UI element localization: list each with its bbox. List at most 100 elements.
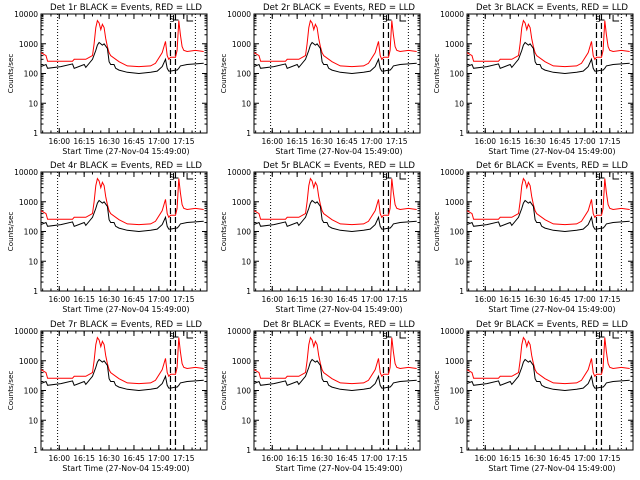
y-tick-label: 10	[454, 99, 464, 108]
x-tick-label: 16:15	[499, 137, 521, 146]
marker-label-s: S	[169, 173, 174, 182]
y-tick-label: 100	[24, 70, 39, 79]
y-tick-label: 1	[246, 129, 251, 138]
y-tick-label: 1000	[19, 198, 38, 207]
x-tick-label: 16:00	[48, 295, 70, 304]
lld-series-line	[40, 177, 204, 226]
detector-panel: Det 2r BLACK = Events, RED = LLD 1 10 100 10…	[219, 3, 421, 156]
x-tick-label: 17:15	[173, 295, 195, 304]
x-axis-label: Start Time (27-Nov-04 15:49:00)	[275, 464, 402, 473]
marker-label-s: S	[595, 173, 600, 182]
y-tick-label: 10	[28, 416, 38, 425]
panel-title: Det 7r BLACK = Events, RED = LLD	[50, 320, 202, 330]
bracket-marker	[598, 15, 605, 21]
lld-series-line	[40, 336, 204, 385]
y-axis-label: Counts/sec	[6, 212, 15, 252]
y-tick-label: 100	[237, 228, 252, 237]
x-axis-label: Start Time (27-Nov-04 15:49:00)	[275, 147, 402, 156]
y-tick-label: 10	[241, 99, 251, 108]
bracket-marker	[598, 332, 605, 338]
detector-panel: Det 4r BLACK = Events, RED = LLD 1 10 100 10…	[6, 161, 208, 314]
x-tick-label: 16:00	[261, 295, 283, 304]
panel-title: Det 3r BLACK = Events, RED = LLD	[476, 3, 628, 13]
bracket-marker	[385, 173, 392, 179]
x-axis-label: Start Time (27-Nov-04 15:49:00)	[62, 305, 189, 314]
x-tick-label: 17:15	[599, 295, 621, 304]
y-tick-label: 1000	[445, 198, 464, 207]
panel-title: Det 2r BLACK = Events, RED = LLD	[263, 3, 415, 13]
events-series-line	[466, 358, 630, 392]
panel-title: Det 8r BLACK = Events, RED = LLD	[263, 320, 415, 330]
x-tick-label: 17:00	[574, 454, 596, 463]
bracket-marker	[385, 332, 392, 338]
x-tick-label: 17:00	[574, 295, 596, 304]
detector-panel: Det 9r BLACK = Events, RED = LLD 1 10 100 10…	[432, 320, 634, 473]
x-tick-label: 16:30	[524, 454, 546, 463]
y-axis-label: Counts/sec	[432, 371, 441, 411]
x-tick-label: 17:00	[148, 137, 170, 146]
lld-series-line	[253, 336, 417, 385]
x-tick-label: 17:00	[148, 295, 170, 304]
plot-frame	[253, 13, 421, 134]
y-tick-label: 1000	[445, 40, 464, 49]
x-tick-label: 16:45	[549, 295, 571, 304]
y-tick-label: 10000	[440, 168, 464, 177]
bracket-marker	[186, 15, 194, 22]
panel-title: Det 6r BLACK = Events, RED = LLD	[476, 161, 628, 171]
x-tick-label: 16:15	[73, 295, 95, 304]
events-series-line	[253, 41, 417, 75]
y-tick-label: 1	[33, 287, 38, 296]
x-tick-label: 16:45	[336, 137, 358, 146]
y-axis-label: Counts/sec	[219, 212, 228, 252]
plot-frame	[466, 13, 634, 134]
x-axis-label: Start Time (27-Nov-04 15:49:00)	[488, 464, 615, 473]
detector-panel: Det 6r BLACK = Events, RED = LLD 1 10 100 10…	[432, 161, 634, 314]
x-tick-label: 17:00	[148, 454, 170, 463]
y-tick-label: 100	[450, 228, 465, 237]
x-tick-label: 16:00	[48, 454, 70, 463]
y-tick-label: 10	[28, 257, 38, 266]
x-tick-label: 17:15	[599, 137, 621, 146]
detector-panel: Det 1r BLACK = Events, RED = LLD 1 10 100 10…	[6, 3, 208, 156]
x-tick-label: 16:45	[123, 295, 145, 304]
y-tick-label: 100	[24, 228, 39, 237]
marker-label-s: S	[595, 332, 600, 341]
x-tick-label: 16:15	[286, 454, 308, 463]
lld-series-line	[466, 177, 630, 226]
y-axis-label: Counts/sec	[432, 54, 441, 94]
bracket-marker	[186, 173, 194, 180]
marker-label-s: S	[169, 15, 174, 24]
x-tick-label: 16:30	[98, 454, 120, 463]
x-axis-label: Start Time (27-Nov-04 15:49:00)	[275, 305, 402, 314]
events-series-line	[466, 199, 630, 233]
marker-label-s: S	[169, 332, 174, 341]
detector-panel: Det 7r BLACK = Events, RED = LLD 1 10 100 10…	[6, 320, 208, 473]
x-tick-label: 16:30	[524, 295, 546, 304]
y-tick-label: 100	[24, 387, 39, 396]
y-tick-label: 10	[28, 99, 38, 108]
bracket-marker	[172, 15, 179, 21]
x-tick-label: 17:15	[386, 454, 408, 463]
bracket-marker	[612, 15, 620, 22]
y-tick-label: 10000	[14, 168, 38, 177]
x-tick-label: 16:15	[73, 137, 95, 146]
y-tick-label: 1000	[19, 40, 38, 49]
x-tick-label: 16:15	[499, 295, 521, 304]
y-tick-label: 1	[459, 287, 464, 296]
detector-panel: Det 3r BLACK = Events, RED = LLD 1 10 100 10…	[432, 3, 634, 156]
x-tick-label: 17:00	[361, 295, 383, 304]
y-axis-label: Counts/sec	[219, 54, 228, 94]
bracket-marker	[399, 15, 407, 22]
panel-title: Det 5r BLACK = Events, RED = LLD	[263, 161, 415, 171]
x-tick-label: 16:45	[336, 454, 358, 463]
x-tick-label: 16:30	[311, 137, 333, 146]
panel-title: Det 4r BLACK = Events, RED = LLD	[50, 161, 202, 171]
y-tick-label: 1000	[232, 40, 251, 49]
x-tick-label: 16:30	[98, 295, 120, 304]
y-tick-label: 1000	[19, 357, 38, 366]
x-tick-label: 17:15	[599, 454, 621, 463]
x-tick-label: 16:00	[48, 137, 70, 146]
x-tick-label: 16:45	[123, 454, 145, 463]
y-tick-label: 10000	[440, 10, 464, 19]
